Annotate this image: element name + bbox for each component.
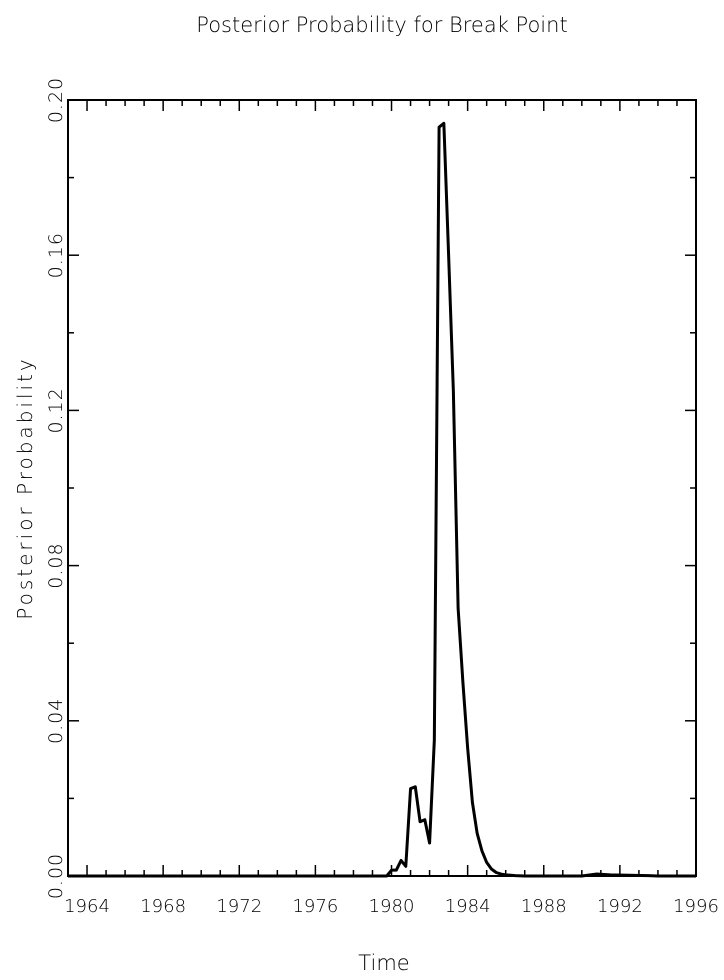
x-tick-label: 1980	[369, 896, 415, 917]
x-axis-ticks	[67, 100, 697, 876]
x-tick-label: 1992	[597, 896, 643, 917]
x-tick-label: 1968	[140, 896, 186, 917]
y-tick-label: 0.08	[45, 542, 67, 588]
x-tick-label: 1996	[673, 896, 719, 917]
x-tick-label: 1964	[64, 896, 110, 917]
y-axis-tick-labels: 0.00 0.04 0.08 0.12 0.16 0.20	[45, 77, 67, 899]
y-axis-ticks	[68, 99, 696, 877]
posterior-probability-line	[68, 121, 696, 878]
x-tick-label: 1984	[445, 896, 491, 917]
y-tick-label: 0.04	[45, 698, 67, 744]
x-tick-label: 1988	[521, 896, 567, 917]
x-axis-tick-labels: 1964 1968 1972 1976 1980 1984 1988 1992 1996	[64, 896, 719, 917]
chart-title: Posterior Probability for Break Point	[196, 13, 567, 37]
x-tick-label: 1972	[216, 896, 262, 917]
y-tick-label: 0.16	[45, 232, 67, 278]
plot-frame	[67, 99, 697, 877]
x-axis-label: Time	[358, 951, 409, 975]
y-tick-label: 0.20	[45, 77, 67, 123]
y-tick-label: 0.12	[45, 387, 67, 433]
x-tick-label: 1976	[292, 896, 338, 917]
y-axis-label: Posterior Probability	[13, 356, 37, 619]
y-tick-label: 0.00	[45, 853, 67, 899]
